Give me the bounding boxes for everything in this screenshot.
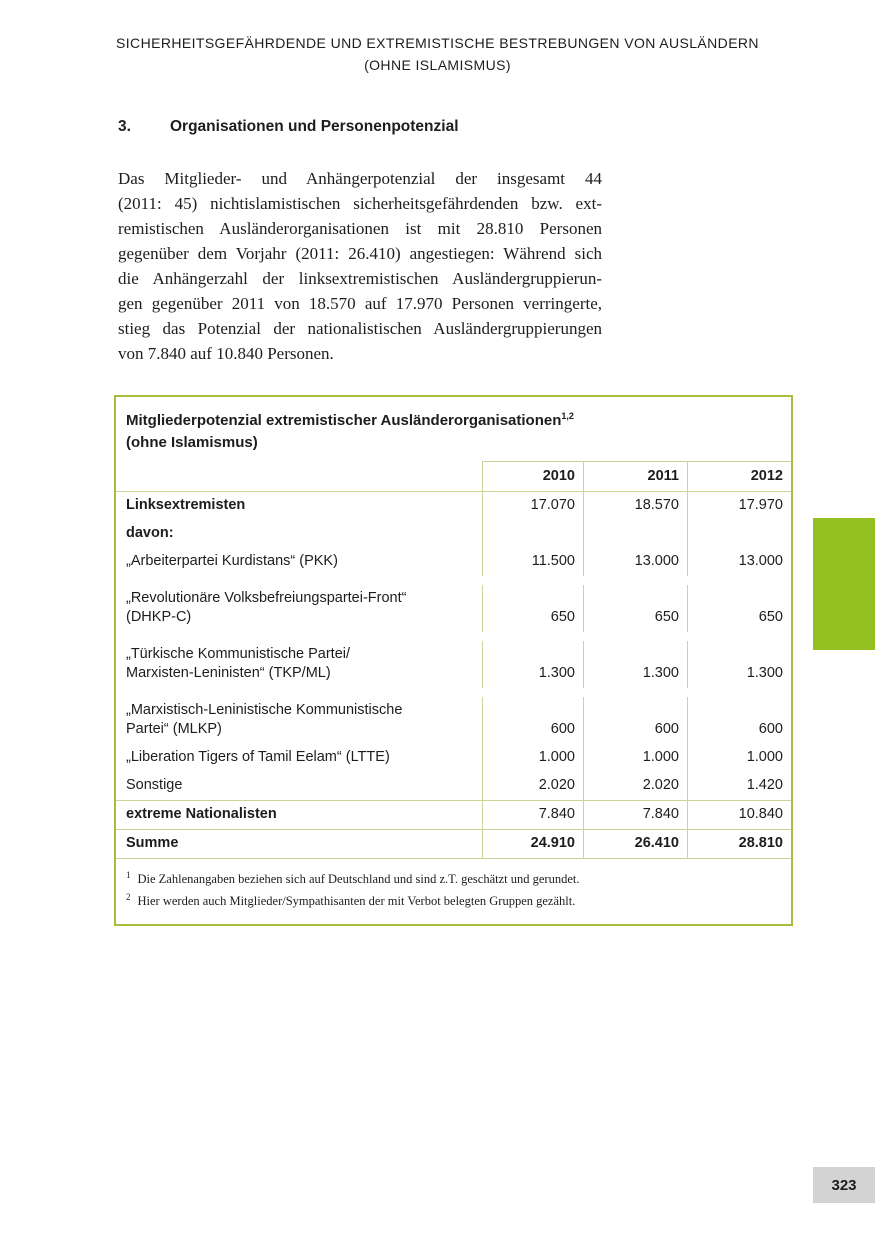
paragraph-line: von 7.840 auf 10.840 Personen. [118, 344, 334, 363]
row-value: 600 [583, 697, 687, 744]
table-title-subtext: (ohne Islamismus) [126, 434, 258, 451]
table-title-text: Mitgliederpotenzial extremistischer Ausl… [126, 412, 562, 429]
row-value: 1.000 [583, 744, 687, 772]
row-value: 28.810 [687, 830, 791, 858]
row-value [482, 520, 583, 548]
table-header-year-2011: 2011 [583, 461, 687, 491]
row-value: 650 [687, 585, 791, 632]
row-label: Summe [126, 835, 179, 851]
row-value: 1.300 [482, 641, 583, 688]
table-header-label-cell [116, 461, 482, 491]
paragraph-line: gegenüber dem Vorjahr (2011: 26.410) ang… [118, 244, 602, 263]
body-paragraph: Das Mitglieder- und Anhängerpotenzial de… [118, 166, 602, 366]
table-header-row: 2010 2011 2012 [116, 461, 791, 492]
chapter-tab-marker [813, 518, 875, 650]
row-value: 1.000 [482, 744, 583, 772]
row-label: „Liberation Tigers of Tamil Eelam“ (LTTE… [126, 749, 390, 765]
row-value: 650 [482, 585, 583, 632]
footnote-text: Hier werden auch Mitglieder/Sympathisant… [137, 894, 576, 908]
row-value: 600 [687, 697, 791, 744]
membership-table: Mitgliederpotenzial extremistischer Ausl… [114, 395, 793, 926]
table-title: Mitgliederpotenzial extremistischer Ausl… [116, 397, 791, 461]
paragraph-line: gen gegenüber 2011 von 18.570 auf 17.970… [118, 294, 602, 313]
row-label: „Arbeiterpartei Kurdistans“ (PKK) [126, 553, 338, 569]
table-footnotes: 1 Die Zahlenangaben beziehen sich auf Deu… [116, 859, 791, 924]
row-label: Linksextremisten [126, 497, 246, 513]
row-value: 1.420 [687, 772, 791, 800]
section-title: Organisationen und Personenpotenzial [170, 118, 459, 135]
row-value: 1.300 [687, 641, 791, 688]
row-value: 18.570 [583, 492, 687, 520]
row-value: 650 [583, 585, 687, 632]
table-header-year-2010: 2010 [482, 461, 583, 491]
footnote-marker: 1 [126, 869, 131, 880]
row-value: 1.300 [583, 641, 687, 688]
row-value: 17.070 [482, 492, 583, 520]
section-heading: 3. Organisationen und Personenpotenzial [118, 118, 638, 136]
row-value: 13.000 [687, 548, 791, 576]
paragraph-line: stieg das Potenzial der nationalistische… [118, 319, 602, 338]
row-value [583, 520, 687, 548]
page-number-badge: 323 [813, 1167, 875, 1203]
paragraph-line: die Anhängerzahl der linksextremistische… [118, 269, 602, 288]
running-header-line1: SICHERHEITSGEFÄHRDENDE UND EXTREMISTISCH… [116, 35, 759, 51]
row-value: 600 [482, 697, 583, 744]
table-row: extreme Nationalisten 7.840 7.840 10.840 [116, 800, 791, 829]
table-row: „Arbeiterpartei Kurdistans“ (PKK) 11.500… [116, 548, 791, 576]
table-row: Linksextremisten 17.070 18.570 17.970 [116, 492, 791, 520]
table-row: Sonstige 2.020 2.020 1.420 [116, 772, 791, 800]
row-value: 17.970 [687, 492, 791, 520]
row-value: 26.410 [583, 830, 687, 858]
row-value [687, 520, 791, 548]
row-value: 11.500 [482, 548, 583, 576]
section-number: 3. [118, 118, 131, 135]
paragraph-line: remistischen Ausländerorganisationen ist… [118, 219, 602, 238]
row-value: 7.840 [583, 801, 687, 829]
row-label: „Revolutionäre Volksbefreiungspartei-Fro… [126, 590, 407, 625]
table-row-total: Summe 24.910 26.410 28.810 [116, 829, 791, 859]
row-value: 10.840 [687, 801, 791, 829]
running-header-line2: (OHNE ISLAMISMUS) [364, 57, 511, 73]
table-row: davon: [116, 520, 791, 548]
running-header: SICHERHEITSGEFÄHRDENDE UND EXTREMISTISCH… [0, 32, 875, 76]
footnote-marker: 2 [126, 891, 131, 902]
row-label: davon: [126, 525, 174, 541]
table-row: „Liberation Tigers of Tamil Eelam“ (LTTE… [116, 744, 791, 772]
row-value: 2.020 [482, 772, 583, 800]
footnote-text: Die Zahlenangaben beziehen sich auf Deut… [137, 872, 580, 886]
paragraph-line: (2011: 45) nichtislamistischen sicherhei… [118, 194, 602, 213]
table-header-year-2012: 2012 [687, 461, 791, 491]
table-row: „Revolutionäre Volksbefreiungspartei-Fro… [116, 585, 791, 632]
footnote-2: 2 Hier werden auch Mitglieder/Sympathisan… [126, 890, 779, 912]
row-value: 13.000 [583, 548, 687, 576]
row-label: „Türkische Kommunistische Partei/ Marxis… [126, 646, 351, 681]
row-value: 1.000 [687, 744, 791, 772]
footnote-1: 1 Die Zahlenangaben beziehen sich auf Deu… [126, 868, 779, 890]
row-label: extreme Nationalisten [126, 806, 277, 822]
page-number: 323 [831, 1176, 857, 1194]
table-title-footnote-ref: 1,2 [561, 411, 574, 421]
table-row: „Türkische Kommunistische Partei/ Marxis… [116, 641, 791, 688]
row-label: „Marxistisch-Leninistische Kommunistisch… [126, 702, 403, 737]
row-value: 7.840 [482, 801, 583, 829]
table-row: „Marxistisch-Leninistische Kommunistisch… [116, 697, 791, 744]
row-label: Sonstige [126, 777, 183, 793]
row-value: 2.020 [583, 772, 687, 800]
paragraph-line: Das Mitglieder- und Anhängerpotenzial de… [118, 169, 602, 188]
row-value: 24.910 [482, 830, 583, 858]
